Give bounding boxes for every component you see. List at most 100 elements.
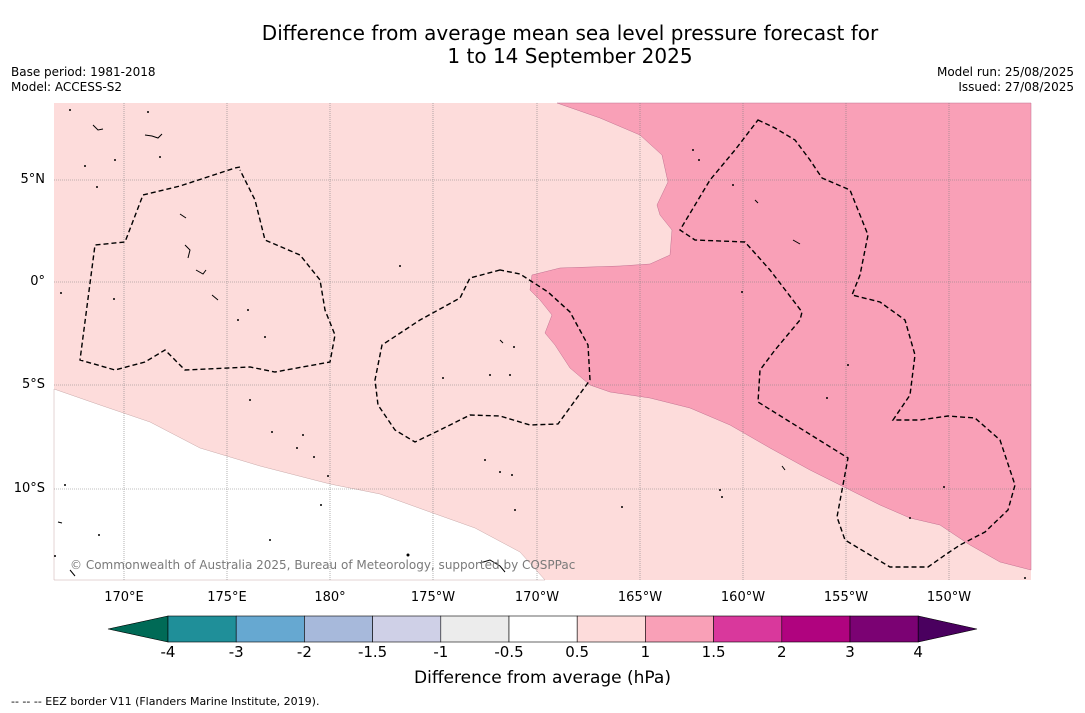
colorbar-tick-label: -3: [228, 643, 244, 661]
colorbar-segment: [372, 615, 442, 643]
map-title: Difference from average mean sea level p…: [0, 22, 1085, 68]
meta-right: Model run: 25/08/2025 Issued: 27/08/2025: [937, 65, 1074, 95]
eez-borders: [79, 119, 1016, 568]
region-below-0-5: [53, 388, 546, 581]
colorbar-segment: [235, 615, 305, 643]
island: [943, 486, 945, 488]
island: [179, 213, 187, 219]
island: [237, 319, 239, 321]
island: [484, 459, 486, 461]
colorbar-tick-label: -2: [296, 643, 312, 661]
lat-label-5s: 5°S: [21, 377, 45, 392]
island: [692, 149, 694, 151]
island: [69, 569, 76, 577]
island: [264, 336, 266, 338]
region-1-to-1-5: [529, 102, 1032, 571]
model-run: Model run: 25/08/2025: [936, 65, 1074, 79]
island: [195, 269, 207, 275]
eez-footnote: -- -- -- EEZ border V11 (Flanders Marine…: [11, 695, 320, 708]
island-dots: [54, 109, 1026, 579]
island: [792, 239, 801, 245]
colorbar-segment: [167, 615, 237, 643]
island: [302, 434, 304, 436]
colorbar-tick-label: 3: [845, 643, 855, 661]
island: [514, 509, 516, 511]
island: [406, 553, 410, 557]
colorbar-segment: [849, 615, 919, 643]
island: [313, 456, 315, 458]
island: [84, 165, 86, 167]
island: [721, 496, 723, 498]
island: [732, 184, 734, 186]
colorbar-tick-label: 0.5: [565, 643, 590, 661]
island: [327, 475, 329, 477]
island: [159, 156, 161, 158]
meta-left: Base period: 1981-2018 Model: ACCESS-S2: [11, 65, 156, 95]
eez-border-line-islands: [679, 119, 1016, 568]
island: [826, 397, 828, 399]
island: [98, 534, 100, 536]
colorbar-segment: [713, 615, 783, 643]
island: [511, 474, 513, 476]
island: [57, 521, 63, 524]
island: [92, 124, 104, 131]
island: [114, 159, 116, 161]
island: [499, 471, 501, 473]
island: [1024, 577, 1026, 579]
island: [741, 291, 743, 293]
issued-date: Issued: 27/08/2025: [958, 80, 1074, 94]
island: [499, 339, 504, 344]
lat-label-10s: 10°S: [13, 481, 45, 496]
colorbar-segment: [508, 615, 578, 643]
island: [320, 504, 322, 506]
island: [271, 431, 273, 433]
island: [781, 465, 786, 471]
lon-label-165w: 165°W: [617, 590, 663, 605]
colorbar-tick-label: -1: [433, 643, 449, 661]
title-line-1: Difference from average mean sea level p…: [261, 21, 879, 45]
colorbar: [107, 615, 978, 643]
title-line-2: 1 to 14 September 2025: [447, 44, 693, 68]
lat-label-0: 0°: [30, 274, 45, 289]
island: [847, 364, 849, 366]
colorbar-segment: [304, 615, 373, 643]
island: [399, 265, 401, 267]
island: [54, 555, 56, 557]
base-period: Base period: 1981-2018: [11, 65, 156, 79]
eez-border-phoenix: [374, 269, 591, 443]
colorbar-tick-label: -4: [160, 643, 176, 661]
colorbar-extend-low: [107, 615, 169, 643]
colorbar-segment: [781, 615, 851, 643]
lon-label-175e: 175°E: [207, 590, 247, 605]
island: [509, 374, 511, 376]
island: [249, 399, 251, 401]
island: [909, 517, 911, 519]
lon-label-160w: 160°W: [720, 590, 766, 605]
island: [60, 292, 62, 294]
colorbar-segment: [576, 615, 646, 643]
colorbar-extend-high: [917, 615, 978, 643]
model-name: Model: ACCESS-S2: [11, 80, 123, 94]
colorbar-tick-label: 2: [777, 643, 787, 661]
eez-border-kiribati-gilberts: [79, 166, 336, 373]
lat-label-5n: 5°N: [20, 172, 46, 187]
lon-label-170w: 170°W: [514, 590, 560, 605]
lon-label-170e: 170°E: [104, 590, 144, 605]
island: [113, 298, 115, 300]
lon-label-150w: 150°W: [926, 590, 972, 605]
lon-label-180: 180°: [314, 590, 346, 605]
island: [144, 133, 163, 139]
island: [489, 374, 491, 376]
island: [147, 111, 149, 113]
island: [296, 447, 298, 449]
island: [269, 539, 271, 541]
island: [184, 244, 191, 259]
colorbar-tick-label: 1.5: [701, 643, 726, 661]
islands: [57, 124, 801, 577]
island: [64, 484, 66, 486]
island: [698, 159, 700, 161]
colorbar-title: Difference from average (hPa): [414, 668, 671, 688]
gridlines: [54, 103, 1031, 580]
lon-label-175w: 175°W: [410, 590, 456, 605]
island: [754, 199, 759, 204]
